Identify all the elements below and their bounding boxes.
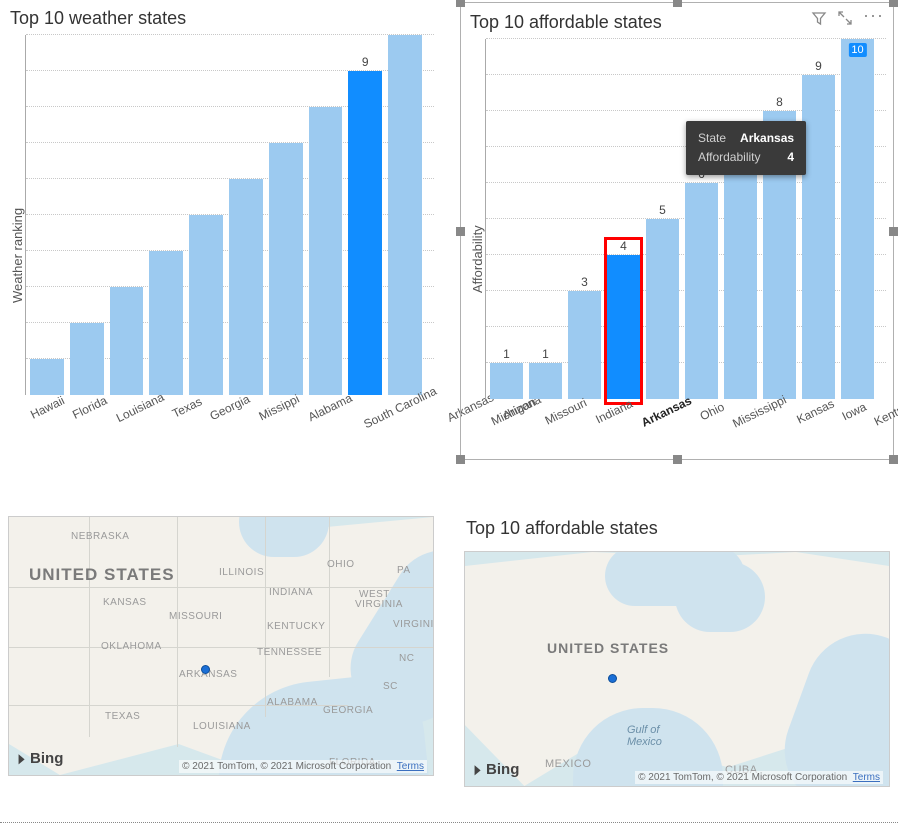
x-axis-label: Florida <box>70 393 109 422</box>
x-axis-label: Alabama <box>306 391 355 424</box>
map-terms-link[interactable]: Terms <box>397 761 424 772</box>
bar-kansas[interactable]: 7 <box>724 39 757 399</box>
bar-iowa[interactable]: 8 <box>763 39 796 399</box>
bar-arkansas[interactable]: 4 <box>607 39 640 399</box>
x-axis-label: Iowa <box>839 400 868 424</box>
map-state-label: MISSOURI <box>169 611 222 622</box>
bar-ohio[interactable]: 5 <box>646 39 679 399</box>
x-axis-label: Georgia <box>208 392 253 423</box>
weather-map[interactable]: UNITED STATES NEBRASKA ILLINOIS OHIO PA … <box>8 516 434 776</box>
map-attribution: © 2021 TomTom, © 2021 Microsoft Corporat… <box>179 760 427 773</box>
bar-florida[interactable] <box>70 35 104 395</box>
bar-arkansas[interactable]: 9 <box>348 35 382 395</box>
bing-logo: ▸Bing <box>473 759 519 780</box>
map-state-label: KENTUCKY <box>267 621 325 632</box>
map-data-point[interactable] <box>608 674 617 683</box>
x-axis-label: Missippi <box>257 392 302 424</box>
bar-alabama[interactable]: 10 <box>841 39 874 399</box>
map-state-label: TENNESSEE <box>257 647 322 658</box>
bar-alabama[interactable] <box>269 35 303 395</box>
affordability-map[interactable]: UNITED STATES MEXICO CUBA Gulf of Mexico… <box>464 551 890 787</box>
map-state-label: ILLINOIS <box>219 567 264 578</box>
map-state-label: VIRGINIA <box>355 599 403 610</box>
map-sea-label: Gulf of <box>627 724 659 736</box>
x-axis-label: Mississippi <box>731 393 789 431</box>
bar-mississippi[interactable]: 6 <box>685 39 718 399</box>
map-state-label: INDIANA <box>269 587 313 598</box>
weather-y-axis-label: Weather ranking <box>8 35 25 435</box>
map-state-label: OHIO <box>327 559 355 570</box>
bar-missouri[interactable]: 1 <box>529 39 562 399</box>
bar-louisiana[interactable] <box>110 35 144 395</box>
weather-map-panel[interactable]: UNITED STATES NEBRASKA ILLINOIS OHIO PA … <box>8 516 434 816</box>
x-axis-label: Texas <box>170 394 204 420</box>
x-axis-label: Missouri <box>543 395 589 427</box>
bar-missippi[interactable] <box>229 35 263 395</box>
filter-icon[interactable] <box>811 10 827 31</box>
map-state-label: OKLAHOMA <box>101 641 162 652</box>
bar-value-label: 9 <box>362 55 369 69</box>
x-axis-label: Louisiana <box>114 390 166 425</box>
map-state-label: KANSAS <box>103 597 147 608</box>
map-state-label: NEBRASKA <box>71 531 129 542</box>
x-axis-label: Kentucky <box>872 394 898 428</box>
affordability-map-title: Top 10 affordable states <box>464 516 890 545</box>
bar-michigan[interactable]: 1 <box>490 39 523 399</box>
weather-chart[interactable]: Weather ranking 9 HawaiiFloridaLouisiana… <box>8 35 434 435</box>
affordability-chart[interactable]: Affordability 1 1 3 4 5 67 8 9 10 MichiganMissou… <box>468 39 886 439</box>
x-axis-label: Ohio <box>698 400 727 424</box>
more-options-icon[interactable]: ··· <box>863 10 884 31</box>
bar-value-label: 9 <box>815 59 822 73</box>
map-terms-link[interactable]: Terms <box>853 772 880 783</box>
map-state-label: SC <box>383 681 398 692</box>
affordability-map-panel[interactable]: Top 10 affordable states UNITED STATES M… <box>464 516 890 816</box>
x-axis-label: Kansas <box>794 396 836 426</box>
map-state-label: ALABAMA <box>267 697 318 708</box>
map-country-label: UNITED STATES <box>547 640 669 656</box>
bar-kentucky[interactable]: 9 <box>802 39 835 399</box>
x-axis-label: Indiana <box>593 397 635 427</box>
map-state-label: LOUISIANA <box>193 721 251 732</box>
bar-value-label: 1 <box>542 347 549 361</box>
focus-mode-icon[interactable] <box>837 10 853 31</box>
bar-value-label: 1 <box>503 347 510 361</box>
map-attribution: © 2021 TomTom, © 2021 Microsoft Corporat… <box>635 771 883 784</box>
weather-chart-title: Top 10 weather states <box>8 6 434 35</box>
x-axis-label: Arkansas <box>639 393 694 429</box>
visual-header-actions: ··· <box>811 10 884 31</box>
bar-hawaii[interactable] <box>30 35 64 395</box>
map-state-label: NC <box>399 653 414 664</box>
affordability-y-axis-label: Affordability <box>468 39 485 439</box>
bar-value-label: 3 <box>581 275 588 289</box>
bar-south-carolina[interactable] <box>309 35 343 395</box>
affordability-chart-panel[interactable]: ··· Top 10 affordable states Affordabili… <box>464 6 890 456</box>
bar-value-label: 4 <box>620 239 627 253</box>
map-state-label: VIRGINI <box>393 619 434 630</box>
map-state-label: PA <box>397 565 411 576</box>
map-country-label: UNITED STATES <box>29 565 175 585</box>
map-data-point[interactable] <box>201 665 210 674</box>
bar-indiana[interactable]: 3 <box>568 39 601 399</box>
chart-tooltip: StateArkansas Affordability4 <box>686 121 806 175</box>
x-axis-label: Michigan <box>489 395 538 429</box>
map-state-label: GEORGIA <box>323 705 373 716</box>
map-sea-label: Mexico <box>627 736 662 748</box>
bar-value-label: 10 <box>848 43 866 57</box>
bar-value-label: 5 <box>659 203 666 217</box>
map-state-label: TEXAS <box>105 711 140 722</box>
bar-texas[interactable] <box>149 35 183 395</box>
bing-logo: ▸Bing <box>17 748 63 769</box>
x-axis-label: Hawaii <box>28 393 67 421</box>
map-country-label: MEXICO <box>545 758 591 770</box>
bar-value-label: 8 <box>776 95 783 109</box>
weather-chart-panel[interactable]: Top 10 weather states Weather ranking 9 … <box>8 6 434 456</box>
bar-georgia[interactable] <box>189 35 223 395</box>
bar-arizona[interactable] <box>388 35 422 395</box>
